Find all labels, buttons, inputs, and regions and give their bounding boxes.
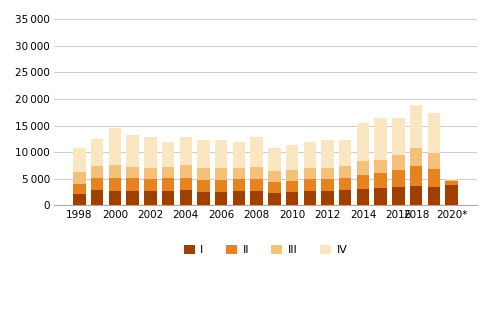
Bar bbox=[126, 190, 139, 205]
Bar bbox=[91, 166, 103, 178]
Bar bbox=[126, 167, 139, 178]
Bar bbox=[215, 192, 227, 205]
Bar bbox=[73, 184, 86, 194]
Bar bbox=[410, 105, 422, 148]
Bar bbox=[126, 178, 139, 190]
Bar bbox=[321, 179, 334, 190]
Bar bbox=[286, 170, 298, 181]
Bar bbox=[250, 191, 263, 205]
Bar bbox=[304, 142, 316, 168]
Bar bbox=[357, 123, 369, 161]
Bar bbox=[197, 192, 210, 205]
Bar bbox=[268, 171, 280, 182]
Bar bbox=[233, 179, 245, 191]
Bar bbox=[144, 179, 156, 190]
Bar bbox=[357, 189, 369, 205]
Bar bbox=[339, 178, 351, 190]
Bar bbox=[215, 180, 227, 192]
Bar bbox=[392, 187, 404, 205]
Bar bbox=[197, 140, 210, 168]
Bar bbox=[445, 185, 458, 205]
Bar bbox=[428, 169, 440, 187]
Bar bbox=[180, 178, 192, 190]
Bar bbox=[268, 148, 280, 171]
Bar bbox=[428, 113, 440, 153]
Bar bbox=[268, 193, 280, 205]
Bar bbox=[410, 148, 422, 166]
Bar bbox=[233, 142, 245, 167]
Bar bbox=[321, 190, 334, 205]
Bar bbox=[321, 140, 334, 167]
Bar bbox=[144, 190, 156, 205]
Bar bbox=[286, 181, 298, 192]
Bar bbox=[250, 167, 263, 179]
Bar bbox=[162, 142, 174, 167]
Bar bbox=[215, 140, 227, 168]
Bar bbox=[91, 139, 103, 166]
Bar bbox=[428, 153, 440, 169]
Bar bbox=[109, 178, 121, 191]
Bar bbox=[73, 194, 86, 205]
Bar bbox=[144, 137, 156, 167]
Bar bbox=[445, 179, 458, 181]
Bar bbox=[180, 190, 192, 205]
Bar bbox=[73, 148, 86, 172]
Bar bbox=[233, 167, 245, 179]
Bar bbox=[197, 168, 210, 180]
Bar bbox=[339, 140, 351, 166]
Bar bbox=[428, 187, 440, 205]
Bar bbox=[286, 145, 298, 170]
Bar bbox=[374, 189, 387, 205]
Bar bbox=[73, 172, 86, 184]
Bar bbox=[233, 191, 245, 205]
Bar bbox=[109, 191, 121, 205]
Bar bbox=[162, 167, 174, 178]
Bar bbox=[126, 135, 139, 167]
Bar bbox=[392, 170, 404, 187]
Bar bbox=[445, 181, 458, 182]
Bar bbox=[392, 117, 404, 155]
Bar bbox=[410, 166, 422, 186]
Bar bbox=[162, 190, 174, 205]
Bar bbox=[339, 166, 351, 178]
Bar bbox=[304, 191, 316, 205]
Bar bbox=[109, 166, 121, 178]
Bar bbox=[268, 182, 280, 193]
Bar bbox=[339, 190, 351, 205]
Bar bbox=[374, 160, 387, 174]
Bar bbox=[197, 180, 210, 192]
Bar bbox=[180, 165, 192, 178]
Bar bbox=[91, 190, 103, 205]
Bar bbox=[286, 192, 298, 205]
Bar bbox=[215, 168, 227, 180]
Bar bbox=[392, 155, 404, 170]
Bar bbox=[304, 179, 316, 191]
Bar bbox=[357, 175, 369, 189]
Bar bbox=[180, 137, 192, 165]
Bar bbox=[445, 182, 458, 185]
Bar bbox=[410, 186, 422, 205]
Bar bbox=[250, 179, 263, 191]
Bar bbox=[374, 174, 387, 189]
Bar bbox=[357, 161, 369, 175]
Bar bbox=[250, 137, 263, 167]
Bar bbox=[162, 178, 174, 190]
Bar bbox=[374, 117, 387, 160]
Bar bbox=[321, 167, 334, 179]
Bar bbox=[109, 128, 121, 166]
Bar bbox=[144, 167, 156, 179]
Legend: I, II, III, IV: I, II, III, IV bbox=[179, 240, 352, 260]
Bar bbox=[304, 168, 316, 179]
Bar bbox=[91, 178, 103, 190]
